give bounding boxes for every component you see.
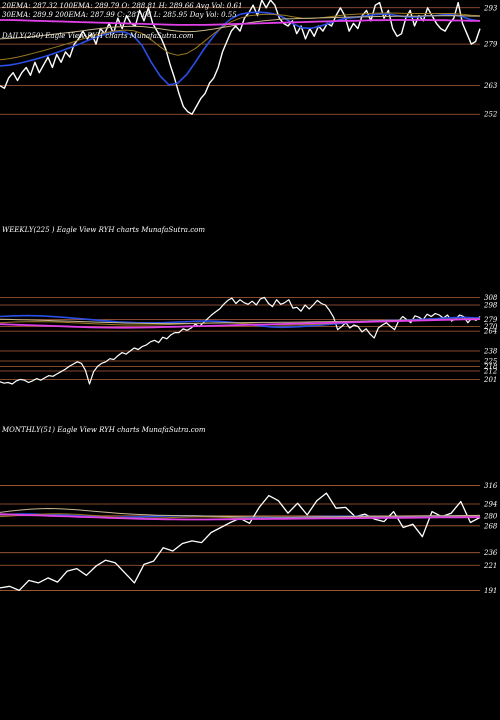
y-tick-label: 279 <box>483 41 498 49</box>
y-tick-label: 212 <box>483 367 498 375</box>
panel-header-line: DAILY(250) Eagle View RYH charts MunafaS… <box>1 32 194 40</box>
y-tick-label: 238 <box>483 348 498 356</box>
y-tick-label: 221 <box>483 562 497 570</box>
y-tick-label: 308 <box>484 294 498 302</box>
series-ema200-line <box>0 19 480 26</box>
y-tick-label: 263 <box>483 82 498 90</box>
y-tick-label: 225 <box>483 358 498 366</box>
y-tick-label: 252 <box>483 111 498 119</box>
daily-panel: 293 279 263 252 20EMA: 287.32 100EMA: 289.79… <box>0 0 498 119</box>
y-tick-label: 268 <box>483 522 498 530</box>
panel-header-line: 30EMA: 289.9 200EMA: 287.99 C: 287.06 L:… <box>2 11 237 19</box>
y-tick-label: 201 <box>483 376 497 384</box>
y-tick-label: 279 <box>483 316 498 324</box>
series-ema200-line <box>0 513 481 521</box>
y-tick-label: 298 <box>483 302 498 310</box>
y-tick-label: 294 <box>483 501 497 509</box>
y-tick-label: 316 <box>484 482 498 490</box>
monthly-panel: 316 294 280 268 236 221 191 MONTHLY(51) Eagle V… <box>0 426 498 595</box>
panel-header-line: WEEKLY(225 ) Eagle View RYH charts Munaf… <box>2 226 205 234</box>
y-tick-label: 293 <box>483 4 498 12</box>
series-ema30-line <box>0 12 481 61</box>
panel-header-line: 20EMA: 287.32 100EMA: 289.79 O: 288.81 H… <box>1 2 242 10</box>
y-tick-label: 264 <box>483 328 497 336</box>
series-price-line <box>0 0 481 115</box>
panel-header-line: MONTHLY(51) Eagle View RYH charts Munafa… <box>1 426 206 434</box>
y-tick-label: 280 <box>483 512 498 520</box>
series-ema200-line <box>0 318 481 329</box>
y-tick-label: 191 <box>484 587 497 595</box>
y-tick-label: 218 <box>483 363 498 371</box>
series-ema100-line <box>0 508 481 518</box>
y-tick-label: 236 <box>483 549 498 557</box>
y-tick-label: 270 <box>483 323 498 331</box>
